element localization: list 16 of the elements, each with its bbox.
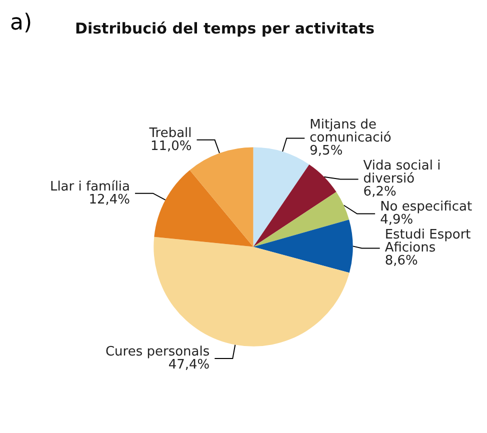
slice-label: Mitjans de comunicació [310, 118, 392, 146]
slice-label: No especificat [380, 200, 472, 215]
data-label: 47,4% [168, 358, 210, 373]
data-label: 8,6% [384, 254, 418, 269]
data-label: 11,0% [150, 138, 192, 154]
data-label: 6,2% [363, 184, 396, 200]
slice-label: Treball [148, 126, 192, 141]
slice-label: Vida social i diversió [363, 158, 445, 187]
chart-title: Distribució del temps per activitats [75, 20, 375, 38]
data-label: 12,4% [88, 192, 130, 208]
slice-label: Llar i família [50, 179, 130, 194]
data-label: 9,5% [310, 144, 343, 159]
slice-label: Estudi Esport Aficions [384, 228, 475, 256]
text: a) [10, 10, 32, 36]
data-label: 4,9% [380, 212, 414, 228]
slice-label: Cures personals [105, 344, 210, 360]
